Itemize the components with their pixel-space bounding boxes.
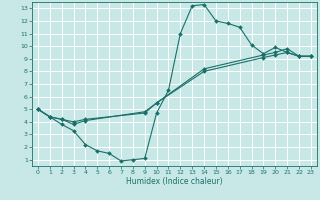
X-axis label: Humidex (Indice chaleur): Humidex (Indice chaleur) bbox=[126, 177, 223, 186]
